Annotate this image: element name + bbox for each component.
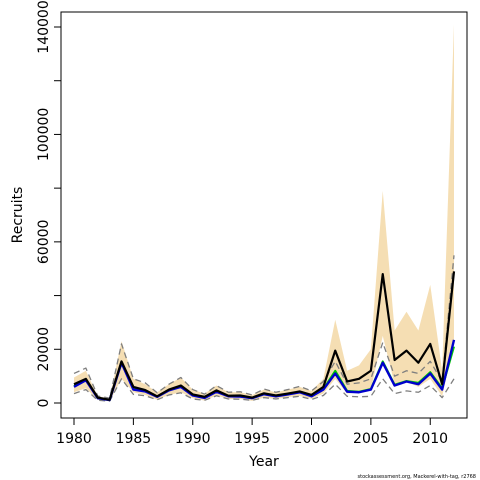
x-tick-label: 2010 bbox=[412, 431, 448, 447]
x-tick-label: 1980 bbox=[56, 431, 92, 447]
y-tick-label: 0 bbox=[36, 399, 52, 408]
main-series-line bbox=[73, 271, 456, 401]
y-axis-title: Recruits bbox=[10, 187, 26, 244]
dashed-series-line bbox=[73, 378, 455, 402]
x-tick-label: 1990 bbox=[175, 431, 211, 447]
x-axis-title: Year bbox=[248, 454, 279, 470]
y-tick-label: 60000 bbox=[36, 220, 52, 265]
confidence-band bbox=[74, 24, 454, 402]
y-axis: 0 20000 60000 100000 140000 bbox=[36, 0, 61, 407]
x-tick-label: 1995 bbox=[234, 431, 270, 447]
series-layer bbox=[73, 255, 456, 402]
chart-caption: stockassessment.org, Mackerel-with-tag, … bbox=[358, 474, 477, 480]
x-tick-label: 1985 bbox=[116, 431, 152, 447]
y-tick-label: 140000 bbox=[36, 0, 52, 53]
dashed-series-line bbox=[73, 255, 455, 399]
x-tick-label: 2000 bbox=[294, 431, 330, 447]
x-axis: 1980 1985 1990 1995 2000 2005 2010 bbox=[56, 418, 448, 447]
x-tick-label: 2005 bbox=[353, 431, 389, 447]
plot-frame bbox=[60, 11, 468, 419]
confidence-band-layer bbox=[74, 24, 454, 402]
y-tick-label: 20000 bbox=[36, 327, 52, 372]
y-tick-label: 100000 bbox=[36, 108, 52, 161]
